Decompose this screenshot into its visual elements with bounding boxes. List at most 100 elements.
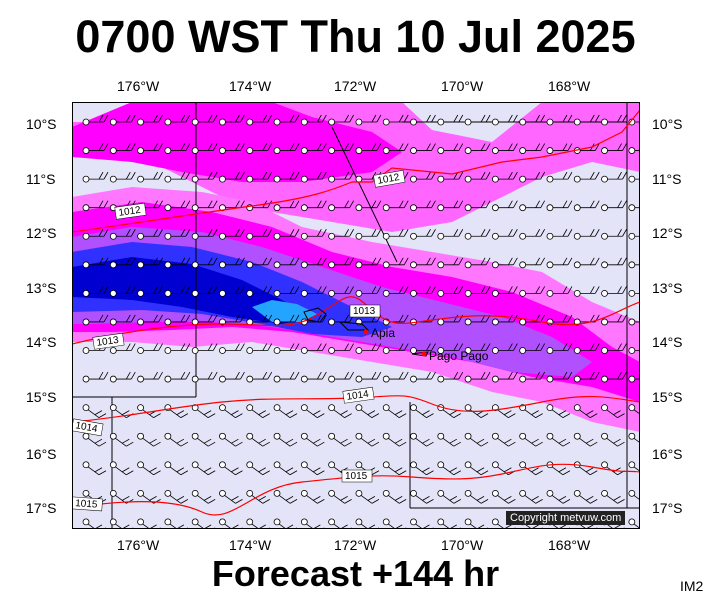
wind-barb-icon: [273, 432, 298, 447]
wind-barb-icon: [246, 257, 273, 269]
wind-barb-icon: [328, 143, 354, 154]
isobar-label-1015-b-text: 1015: [75, 498, 98, 511]
wind-barb-icon: [191, 461, 216, 476]
wind-barb-icon: [573, 489, 598, 504]
wind-barb-icon: [300, 404, 325, 418]
wind-barb-icon: [437, 461, 461, 476]
wind-barb-icon: [546, 432, 571, 447]
wind-barb-icon: [328, 489, 352, 504]
wind-barb-icon: [410, 371, 436, 383]
wind-barb-icon: [137, 171, 163, 183]
wind-barb-icon: [219, 257, 245, 269]
wind-barb-icon: [246, 143, 273, 154]
wind-barb-icon: [328, 371, 354, 383]
wind-barb-icon: [109, 489, 134, 504]
wind-barb-icon: [382, 143, 409, 154]
lat-label-right-17s: 17°S: [652, 500, 683, 516]
wind-barb-icon: [628, 261, 640, 269]
lon-label-top-168w: 168°W: [548, 78, 591, 94]
isobar-1012-north: [72, 109, 640, 233]
wind-barb-icon: [437, 200, 464, 212]
wind-barb-icon: [300, 286, 327, 297]
wind-barb-icon: [491, 200, 518, 212]
wind-barb-icon: [164, 371, 191, 383]
wind-barb-icon: [246, 404, 270, 418]
lat-label-left-14s: 14°S: [26, 334, 57, 350]
wind-barb-icon: [601, 200, 627, 212]
wind-barb-icon: [137, 461, 161, 476]
isobar-label-1013-a: 1013: [92, 332, 125, 350]
wind-barb-icon: [573, 343, 600, 354]
wind-barb-icon: [82, 143, 109, 154]
lat-label-left-11s: 11°S: [26, 171, 56, 187]
wind-barb-icon: [546, 200, 573, 212]
wind-barb-icon: [273, 461, 298, 476]
wind-barb-icon: [601, 257, 627, 269]
wind-barb-icon: [491, 286, 518, 297]
wind-barb-icon: [410, 518, 434, 529]
lat-label-right-10s: 10°S: [652, 116, 683, 132]
island-upolu: [338, 321, 370, 331]
wind-barb-icon: [410, 229, 436, 240]
wind-barb-icon: [410, 489, 434, 504]
wind-barb-icon: [410, 143, 436, 154]
isobar-label-1013-a-text: 1013: [96, 335, 120, 349]
wind-barb-icon: [519, 343, 546, 354]
wind-barb-icon: [328, 286, 354, 297]
lat-label-left-16s: 16°S: [26, 446, 57, 462]
wind-barb-icon: [246, 171, 273, 183]
wind-barb-icon: [328, 432, 352, 447]
wind-barb-icon: [410, 404, 434, 418]
wind-barb-icon: [300, 171, 327, 183]
wind-barb-icon: [628, 147, 640, 154]
wind-barb-icon: [628, 204, 640, 212]
wind-barb-icon: [410, 200, 436, 212]
wind-barb-icon: [273, 489, 298, 504]
isobar-label-1014-a-text: 1014: [74, 420, 98, 435]
wind-barb-icon: [191, 257, 218, 269]
wind-barb-icon: [219, 489, 243, 504]
wind-barb-icon: [355, 518, 380, 529]
wind-barb-icon: [601, 171, 627, 183]
wind-barb-icon: [109, 229, 136, 240]
wind-barb-icon: [464, 143, 491, 154]
wind-barb-icon: [355, 114, 382, 126]
wind-barb-icon: [546, 229, 573, 240]
wind-barb-icon: [191, 286, 218, 297]
wind-barb-icon: [410, 343, 436, 354]
wind-barb-icon: [628, 318, 640, 326]
wind-barb-icon: [573, 200, 600, 212]
wind-barb-icon: [82, 257, 109, 269]
wind-barb-icon: [328, 257, 354, 269]
wind-barb-icon: [628, 289, 640, 297]
wind-barb-icon: [382, 343, 409, 354]
wind-barb-icon: [546, 371, 573, 383]
wind-barb-icon: [464, 114, 491, 126]
isobar-label-1015-a-text: 1015: [345, 471, 368, 482]
wind-barb-icon: [519, 114, 546, 126]
wind-barb-icon: [437, 343, 464, 354]
map-title: 0700 WST Thu 10 Jul 2025: [75, 11, 636, 62]
wind-barb-icon: [82, 114, 109, 126]
wind-barb-icon: [137, 229, 163, 240]
wind-barb-icon: [82, 371, 109, 383]
wind-barb-icon: [137, 518, 161, 529]
wind-barb-icon: [410, 286, 436, 297]
forecast-label: Forecast +144 hr: [211, 553, 500, 594]
lat-label-right-11s: 11°S: [652, 171, 682, 187]
wind-barb-icon: [191, 200, 218, 212]
wind-barb-icon: [382, 114, 409, 126]
wind-barb-icon: [328, 229, 354, 240]
wind-barb-icon: [191, 143, 218, 154]
wind-barb-icon: [382, 200, 409, 212]
wind-barb-icon: [437, 143, 464, 154]
wind-barb-icon: [546, 143, 573, 154]
wind-barb-icon: [164, 286, 191, 297]
wind-barb-icon: [628, 232, 640, 240]
wind-barb-icon: [191, 489, 216, 504]
wind-barb-icon: [82, 200, 109, 212]
lat-label-right-16s: 16°S: [652, 446, 683, 462]
wind-barb-icon: [273, 371, 300, 383]
lat-label-right-14s: 14°S: [652, 334, 683, 350]
wind-barb-icon: [300, 114, 327, 126]
